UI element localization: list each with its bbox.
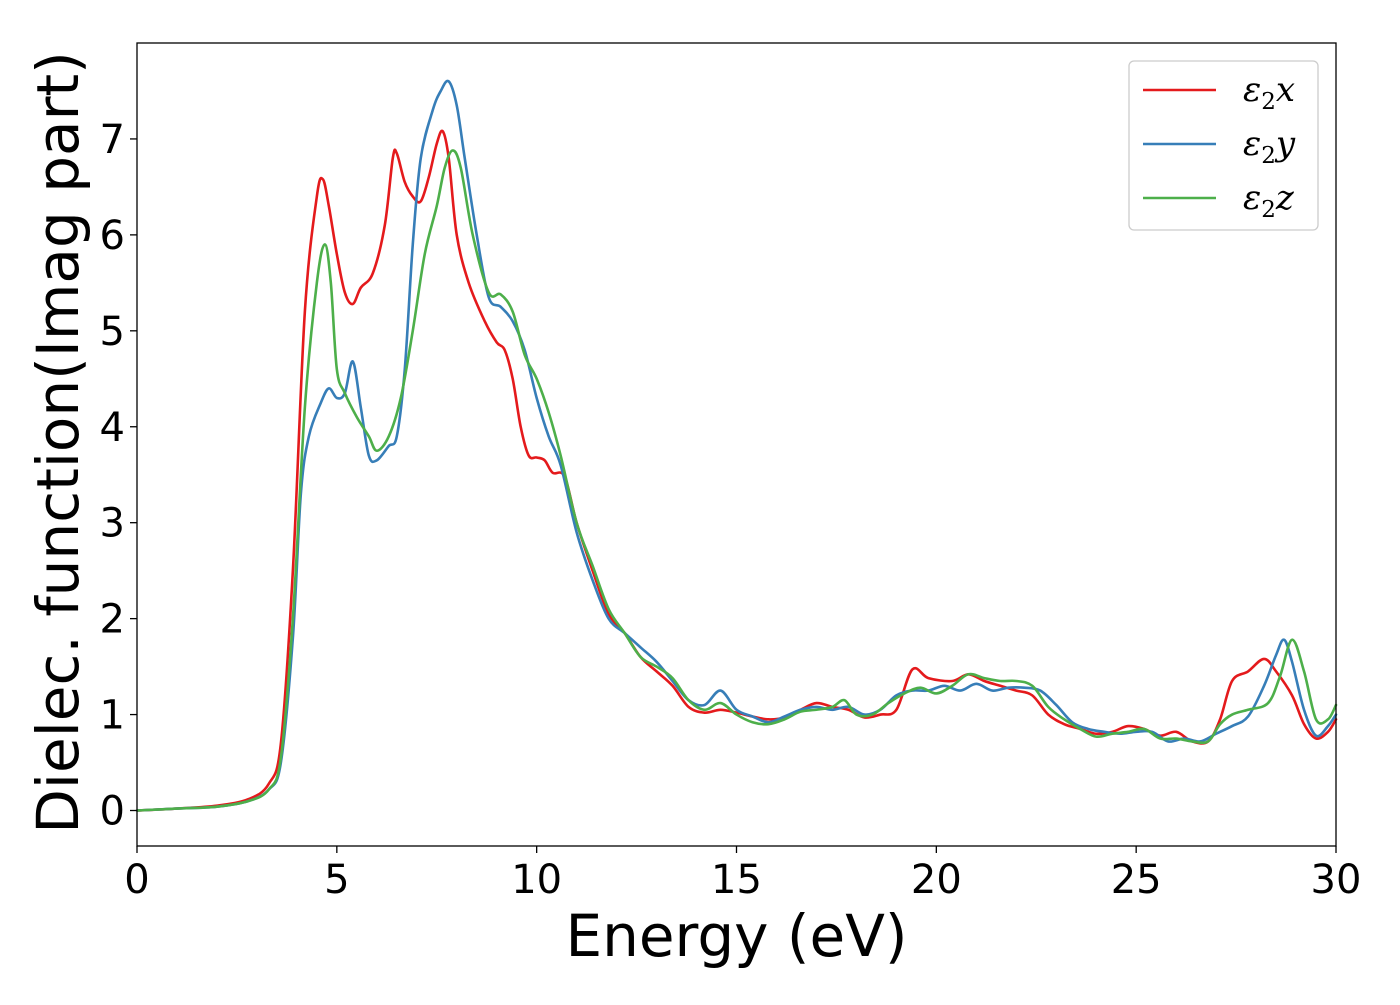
legend-label-x: ε2x <box>1243 70 1295 115</box>
y-tick-label: 4 <box>100 405 125 451</box>
y-tick-label: 2 <box>100 597 125 643</box>
x-tick-label: 15 <box>711 857 762 903</box>
legend-label-z: ε2z <box>1243 178 1295 223</box>
y-tick-label: 1 <box>100 693 125 739</box>
legend-label-base: ε <box>1243 70 1261 110</box>
legend-label-tail: z <box>1275 178 1295 218</box>
x-tick-label: 20 <box>911 857 962 903</box>
y-tick-label: 6 <box>100 213 125 259</box>
y-tick-label: 7 <box>100 117 125 163</box>
legend-label-base: ε <box>1243 178 1261 218</box>
y-tick-label: 3 <box>100 501 125 547</box>
x-tick-label: 30 <box>1311 857 1362 903</box>
x-tick-label: 0 <box>124 857 149 903</box>
x-tick-label: 25 <box>1111 857 1162 903</box>
y-axis: 0 1 2 3 4 5 6 7 <box>100 117 137 835</box>
legend-label-y: ε2y <box>1243 124 1296 169</box>
legend-label-subscript: 2 <box>1261 143 1276 169</box>
series-line-x <box>135 129 1338 812</box>
y-tick-label: 5 <box>100 309 125 355</box>
legend-label-tail: x <box>1276 70 1295 110</box>
x-tick-label: 10 <box>511 857 562 903</box>
x-axis-label: Energy (eV) <box>565 902 907 970</box>
legend-label-subscript: 2 <box>1261 89 1276 115</box>
y-tick-label: 0 <box>100 789 125 835</box>
x-axis: 0 5 10 15 20 25 30 <box>124 846 1361 903</box>
y-axis-label: Dielec. function(Imag part) <box>24 51 92 834</box>
series-layer <box>135 79 1338 812</box>
legend-box <box>1128 60 1319 231</box>
legend-label-base: ε <box>1243 124 1261 164</box>
series-line-z <box>135 149 1338 812</box>
x-tick-label: 5 <box>324 857 349 903</box>
legend-label-subscript: 2 <box>1261 197 1276 223</box>
legend-label-tail: y <box>1274 124 1296 164</box>
